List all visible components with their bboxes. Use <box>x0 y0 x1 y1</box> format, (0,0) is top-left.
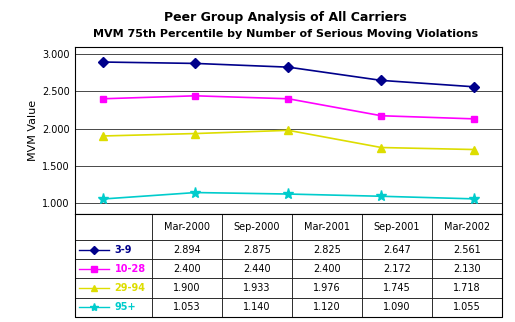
Bar <box>151 214 222 240</box>
Bar <box>432 214 502 240</box>
Text: Peer Group Analysis of All Carriers: Peer Group Analysis of All Carriers <box>164 11 407 24</box>
Text: 95+: 95+ <box>115 302 136 312</box>
Bar <box>362 259 432 278</box>
Text: 2.894: 2.894 <box>173 245 200 255</box>
Text: 2.440: 2.440 <box>243 264 270 274</box>
Text: 2.172: 2.172 <box>383 264 411 274</box>
Text: 2.130: 2.130 <box>453 264 481 274</box>
Text: 1.055: 1.055 <box>453 302 481 312</box>
Bar <box>432 278 502 298</box>
Bar <box>75 259 151 278</box>
Y-axis label: MVM Value: MVM Value <box>28 100 38 161</box>
Bar <box>151 259 222 278</box>
Bar <box>362 298 432 317</box>
Text: 1.140: 1.140 <box>243 302 270 312</box>
Text: Mar-2001: Mar-2001 <box>304 222 350 232</box>
Text: MVM 75th Percentile by Number of Serious Moving Violations: MVM 75th Percentile by Number of Serious… <box>93 29 478 39</box>
Text: Mar-2000: Mar-2000 <box>164 222 210 232</box>
Bar <box>292 214 362 240</box>
Bar <box>362 278 432 298</box>
Text: 3-9: 3-9 <box>115 245 132 255</box>
Text: 2.875: 2.875 <box>243 245 271 255</box>
Bar <box>222 259 292 278</box>
Bar <box>362 214 432 240</box>
Bar <box>75 240 151 259</box>
Bar <box>222 214 292 240</box>
Bar <box>432 259 502 278</box>
Text: 1.053: 1.053 <box>173 302 200 312</box>
Text: 1.933: 1.933 <box>243 283 270 293</box>
Text: 1.976: 1.976 <box>313 283 341 293</box>
Bar <box>75 278 151 298</box>
Text: 1.745: 1.745 <box>383 283 411 293</box>
Text: 1.090: 1.090 <box>383 302 411 312</box>
Text: 2.400: 2.400 <box>313 264 341 274</box>
Bar <box>292 298 362 317</box>
Text: Mar-2002: Mar-2002 <box>444 222 490 232</box>
Bar <box>151 298 222 317</box>
Text: 2.647: 2.647 <box>383 245 411 255</box>
Text: 2.561: 2.561 <box>453 245 481 255</box>
Bar <box>75 298 151 317</box>
Bar <box>432 240 502 259</box>
Bar <box>222 298 292 317</box>
Text: Sep-2001: Sep-2001 <box>374 222 420 232</box>
Bar <box>292 240 362 259</box>
Text: 1.900: 1.900 <box>173 283 200 293</box>
Text: 1.120: 1.120 <box>313 302 341 312</box>
Text: 1.718: 1.718 <box>453 283 481 293</box>
Bar <box>432 298 502 317</box>
Bar <box>151 278 222 298</box>
Bar <box>222 240 292 259</box>
Text: 29-94: 29-94 <box>115 283 146 293</box>
Text: 2.825: 2.825 <box>313 245 341 255</box>
Bar <box>151 240 222 259</box>
Bar <box>222 278 292 298</box>
Text: Sep-2000: Sep-2000 <box>233 222 280 232</box>
Bar <box>362 240 432 259</box>
Text: 2.400: 2.400 <box>173 264 200 274</box>
Text: 10-28: 10-28 <box>115 264 146 274</box>
Bar <box>292 259 362 278</box>
Bar <box>75 214 151 240</box>
Bar <box>292 278 362 298</box>
